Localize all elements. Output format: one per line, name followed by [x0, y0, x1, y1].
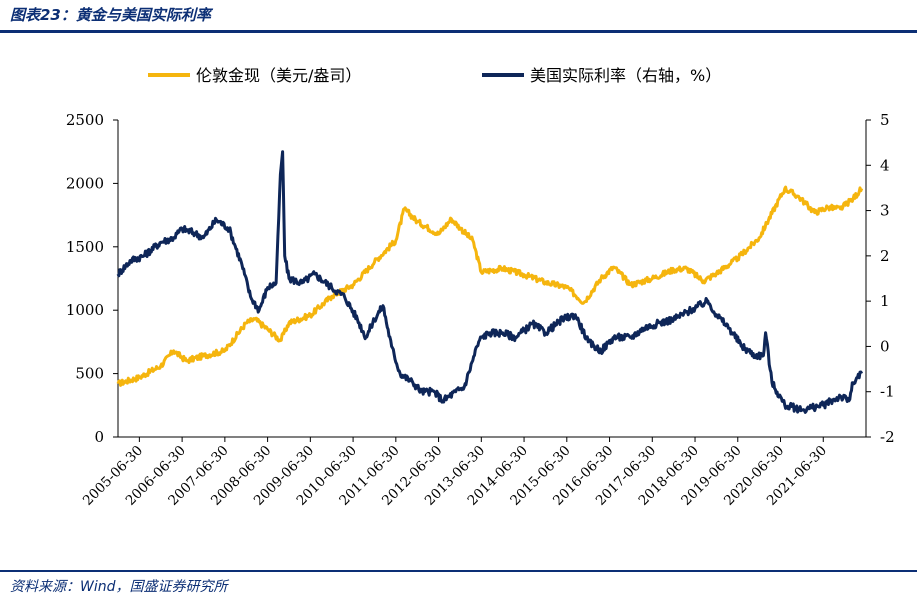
- gold-price-line: [116, 185, 864, 387]
- right-tick-label: -1: [880, 383, 895, 401]
- figure-title: 图表23：黄金与美国实际利率: [10, 6, 211, 24]
- left-tick-label: 2000: [66, 174, 104, 192]
- left-tick-label: 1500: [66, 238, 104, 256]
- legend-rate-label: 美国实际利率（右轴，%）: [530, 66, 721, 85]
- real-rate-line: [116, 150, 864, 414]
- source-note: 资料来源：Wind，国盛证券研究所: [10, 579, 228, 595]
- right-tick-label: 4: [880, 156, 890, 174]
- series-layer: [116, 150, 864, 414]
- legend: 伦敦金现（美元/盎司） 美国实际利率（右轴，%）: [148, 66, 721, 85]
- right-tick-label: 5: [880, 111, 890, 129]
- left-tick-label: 500: [75, 365, 104, 383]
- bottom-divider: [0, 570, 917, 572]
- left-tick-label: 1000: [66, 301, 104, 319]
- axes: 25002000150010005000543210-1-22005-06-30…: [66, 111, 895, 509]
- right-tick-label: 3: [880, 202, 890, 220]
- top-divider: [0, 30, 917, 33]
- left-tick-label: 0: [94, 428, 104, 446]
- legend-gold-label: 伦敦金现（美元/盎司）: [196, 66, 361, 85]
- chart: 伦敦金现（美元/盎司） 美国实际利率（右轴，%） 250020001500100…: [66, 66, 895, 509]
- right-tick-label: 1: [880, 292, 890, 310]
- right-tick-label: 2: [880, 247, 890, 265]
- right-tick-label: -2: [880, 428, 895, 446]
- left-tick-label: 2500: [66, 111, 104, 129]
- right-tick-label: 0: [880, 337, 890, 355]
